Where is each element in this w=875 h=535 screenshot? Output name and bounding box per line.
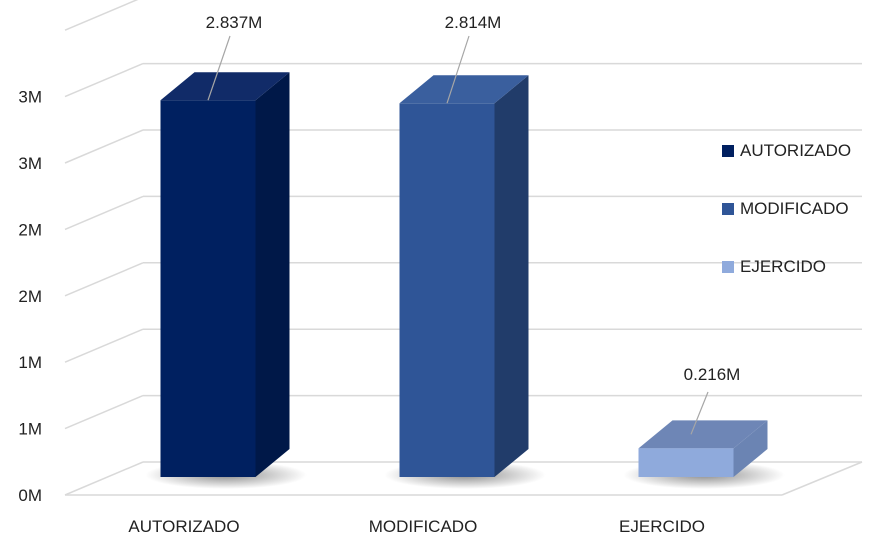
y-tick-label: 1M [18,420,42,439]
bar-top-face [160,72,290,101]
legend-swatch-ejercido [722,261,734,273]
floor-edge [781,461,863,496]
y-tick-label: 2M [18,220,42,239]
x-category-label: EJERCIDO [619,517,705,535]
data-label-leader [446,35,470,104]
y-tick-label: 2M [18,287,42,306]
bar-front-face [160,100,256,477]
data-label-leader [207,35,231,101]
y-tick-label: 1M [18,353,42,372]
y-tick-label: 3M [18,88,42,107]
y-axis-ticks: 0M 1M 1M 2M 2M 3M 3M [18,88,42,505]
x-axis-categories: AUTORIZADO MODIFICADO EJERCIDO [128,517,705,535]
gridline-diagonal [64,461,144,496]
data-label-leader [690,391,709,435]
y-tick-label: 3M [18,154,42,173]
legend: AUTORIZADO MODIFICADO EJERCIDO [722,140,872,314]
bar-top-face [638,420,768,449]
legend-item-modificado: MODIFICADO [722,198,872,220]
bar-side-face [494,75,529,478]
bar-ejercido: 0.216M [623,365,785,489]
gridline-diagonal [64,62,144,98]
bar-autorizado: 2.837M [145,13,307,489]
bar-front-face [638,448,734,477]
gridline-diagonal [64,0,139,31]
data-label: 2.837M [206,13,263,32]
bar-modificado: 2.814M [384,13,546,489]
bar-front-face [399,103,495,478]
bar-side-face [733,420,768,477]
gridline-diagonal [64,262,144,297]
legend-swatch-modificado [722,203,734,215]
gridline-diagonal [64,195,144,231]
legend-label: AUTORIZADO [740,141,852,160]
bar-side-face [255,72,290,477]
bar-top-face [399,75,529,104]
legend-label: MODIFICADO [740,199,849,218]
x-category-label: MODIFICADO [369,517,478,535]
legend-item-ejercido: EJERCIDO [722,256,872,278]
gridline-diagonal [64,129,144,164]
y-tick-label: 0M [18,486,42,505]
data-label: 2.814M [445,13,502,32]
gridline-diagonal [64,394,144,430]
data-label: 0.216M [684,365,741,384]
bars: 2.837M 2.814M 0.216M [145,13,785,489]
x-category-label: AUTORIZADO [128,517,239,535]
legend-item-autorizado: AUTORIZADO [722,140,872,162]
gridline-diagonal [64,328,144,363]
legend-label: EJERCIDO [740,257,826,276]
legend-swatch-autorizado [722,145,734,157]
